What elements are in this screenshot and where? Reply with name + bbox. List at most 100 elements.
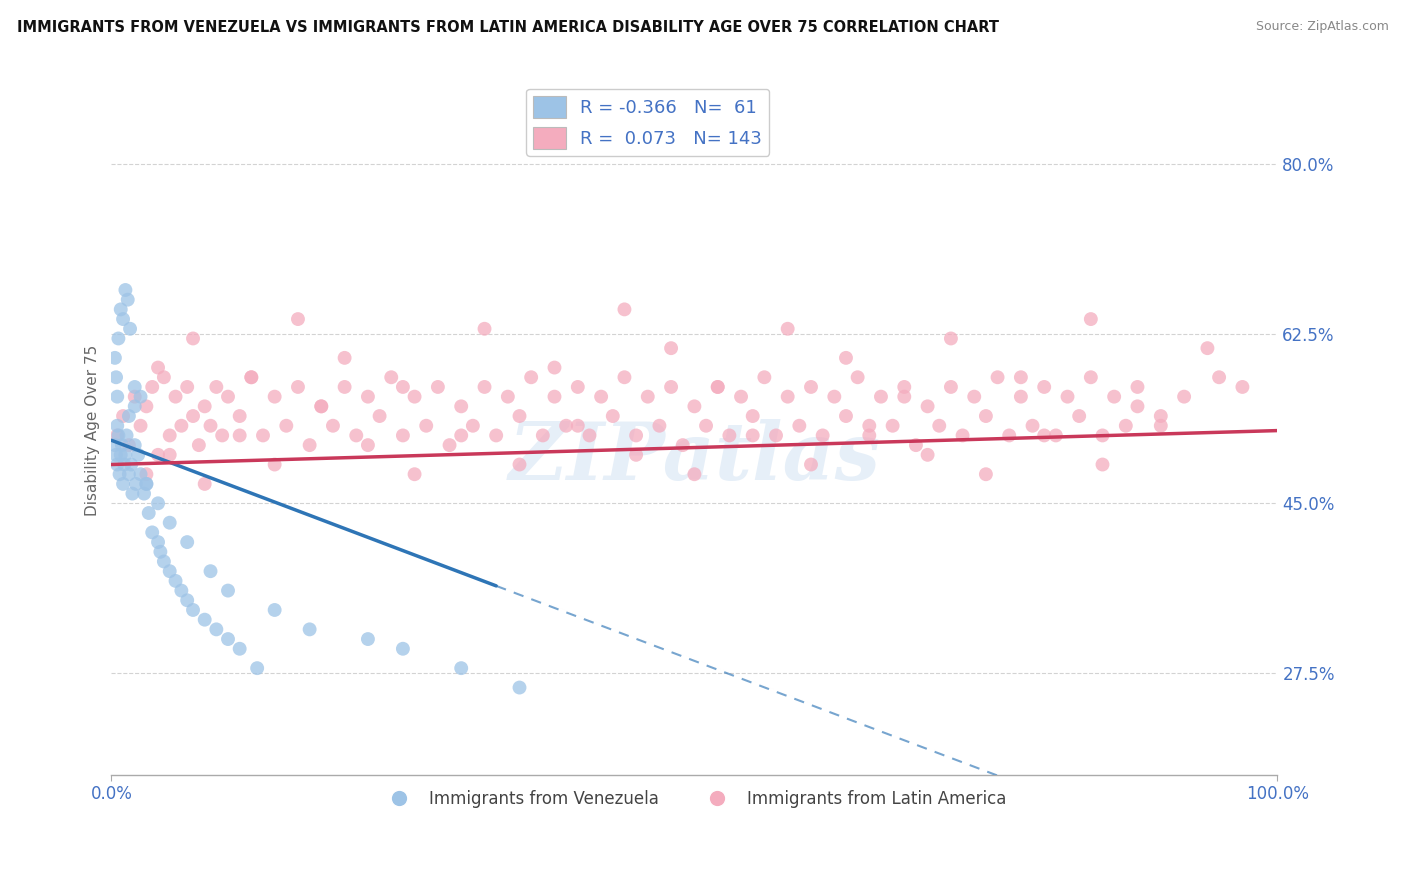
Point bbox=[730, 390, 752, 404]
Point bbox=[129, 390, 152, 404]
Point bbox=[823, 390, 845, 404]
Point bbox=[939, 380, 962, 394]
Point bbox=[287, 312, 309, 326]
Y-axis label: Disability Age Over 75: Disability Age Over 75 bbox=[86, 345, 100, 516]
Point bbox=[963, 390, 986, 404]
Point bbox=[1197, 341, 1219, 355]
Point bbox=[322, 418, 344, 433]
Point bbox=[124, 400, 146, 414]
Point bbox=[613, 302, 636, 317]
Point bbox=[311, 400, 333, 414]
Point bbox=[146, 448, 169, 462]
Point bbox=[110, 448, 132, 462]
Point bbox=[543, 360, 565, 375]
Point bbox=[1232, 380, 1254, 394]
Point bbox=[485, 428, 508, 442]
Point bbox=[311, 400, 333, 414]
Point bbox=[211, 428, 233, 442]
Point bbox=[368, 409, 391, 423]
Point bbox=[124, 380, 146, 394]
Point bbox=[107, 331, 129, 345]
Text: ZIPatlas: ZIPatlas bbox=[509, 419, 880, 497]
Point bbox=[110, 302, 132, 317]
Point bbox=[800, 458, 823, 472]
Point bbox=[240, 370, 263, 384]
Point bbox=[357, 632, 380, 646]
Point bbox=[252, 428, 274, 442]
Point bbox=[659, 380, 682, 394]
Point bbox=[159, 564, 181, 578]
Point bbox=[176, 593, 198, 607]
Point bbox=[672, 438, 695, 452]
Point bbox=[602, 409, 624, 423]
Point bbox=[114, 448, 136, 462]
Point bbox=[426, 380, 449, 394]
Point bbox=[263, 603, 285, 617]
Point bbox=[741, 428, 763, 442]
Point bbox=[939, 331, 962, 345]
Point bbox=[228, 409, 250, 423]
Point bbox=[146, 496, 169, 510]
Point bbox=[380, 370, 402, 384]
Point bbox=[555, 418, 578, 433]
Point bbox=[928, 418, 950, 433]
Point bbox=[1150, 409, 1173, 423]
Point bbox=[776, 322, 799, 336]
Point bbox=[496, 390, 519, 404]
Text: Source: ZipAtlas.com: Source: ZipAtlas.com bbox=[1256, 20, 1389, 33]
Point bbox=[159, 448, 181, 462]
Point bbox=[1091, 428, 1114, 442]
Point bbox=[1045, 428, 1067, 442]
Point bbox=[648, 418, 671, 433]
Point bbox=[159, 428, 181, 442]
Point bbox=[181, 331, 204, 345]
Point bbox=[127, 448, 149, 462]
Point bbox=[112, 458, 135, 472]
Point bbox=[298, 623, 321, 637]
Point bbox=[893, 380, 915, 394]
Point bbox=[706, 380, 728, 394]
Text: IMMIGRANTS FROM VENEZUELA VS IMMIGRANTS FROM LATIN AMERICA DISABILITY AGE OVER 7: IMMIGRANTS FROM VENEZUELA VS IMMIGRANTS … bbox=[17, 20, 998, 35]
Point bbox=[392, 641, 415, 656]
Point bbox=[194, 613, 217, 627]
Point bbox=[392, 380, 415, 394]
Point bbox=[974, 467, 997, 482]
Point bbox=[508, 458, 530, 472]
Point bbox=[170, 418, 193, 433]
Point bbox=[1208, 370, 1230, 384]
Point bbox=[228, 428, 250, 442]
Point bbox=[132, 486, 155, 500]
Point bbox=[1080, 370, 1102, 384]
Point bbox=[104, 351, 127, 365]
Point bbox=[637, 390, 659, 404]
Point bbox=[474, 322, 496, 336]
Point bbox=[1069, 409, 1091, 423]
Point bbox=[1010, 390, 1032, 404]
Point bbox=[287, 380, 309, 394]
Legend: Immigrants from Venezuela, Immigrants from Latin America: Immigrants from Venezuela, Immigrants fr… bbox=[375, 783, 1014, 814]
Point bbox=[217, 632, 239, 646]
Point bbox=[415, 418, 437, 433]
Point bbox=[765, 428, 787, 442]
Point bbox=[520, 370, 543, 384]
Point bbox=[263, 458, 285, 472]
Point bbox=[776, 390, 799, 404]
Point bbox=[176, 535, 198, 549]
Point bbox=[112, 477, 135, 491]
Point bbox=[246, 661, 269, 675]
Point bbox=[741, 409, 763, 423]
Point bbox=[114, 283, 136, 297]
Point bbox=[404, 390, 426, 404]
Point bbox=[187, 438, 209, 452]
Point bbox=[104, 438, 127, 452]
Point bbox=[176, 380, 198, 394]
Point bbox=[121, 486, 143, 500]
Point bbox=[105, 418, 128, 433]
Point bbox=[567, 418, 589, 433]
Point bbox=[1010, 370, 1032, 384]
Point bbox=[1080, 312, 1102, 326]
Point bbox=[624, 428, 647, 442]
Point bbox=[392, 428, 415, 442]
Point bbox=[695, 418, 717, 433]
Point bbox=[858, 428, 880, 442]
